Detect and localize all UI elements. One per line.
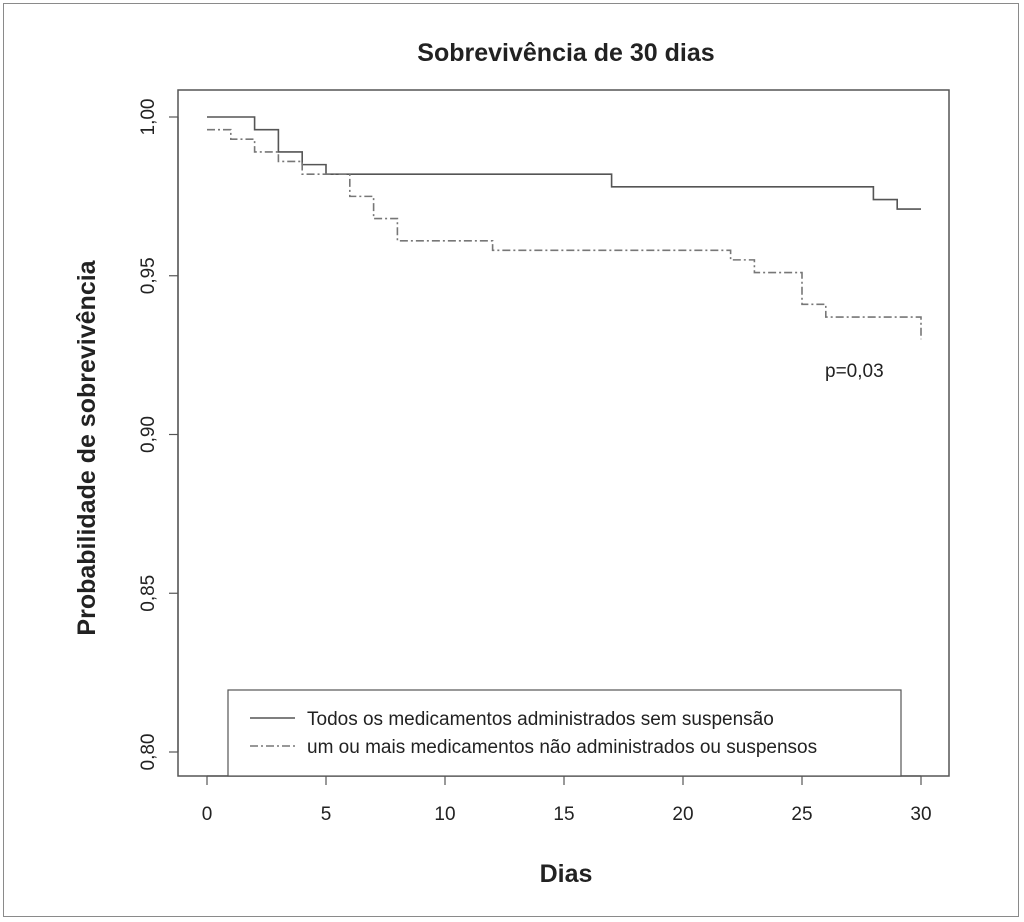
x-axis-title: Dias xyxy=(540,860,593,888)
p-value-annotation: p=0,03 xyxy=(825,361,884,382)
survival-curve-series-1 xyxy=(207,116,921,210)
y-tick-label: 1,00 xyxy=(138,99,159,136)
x-tick-label: 10 xyxy=(434,804,455,825)
x-tick-label: 0 xyxy=(202,804,213,825)
x-tick-label: 30 xyxy=(910,804,931,825)
chart-title: Sobrevivência de 30 dias xyxy=(417,39,714,67)
y-tick-label: 0,85 xyxy=(138,575,159,612)
series-layer xyxy=(207,116,922,340)
y-tick-label: 0,80 xyxy=(138,734,159,771)
x-tick-label: 20 xyxy=(672,804,693,825)
figure-frame xyxy=(3,3,1019,917)
legend-label-series-2: um ou mais medicamentos não administrado… xyxy=(307,737,817,758)
plot-area xyxy=(177,89,950,777)
survival-curve-series-2 xyxy=(207,128,922,340)
y-axis: 0,80 0,85 0,90 0,95 1,00 xyxy=(138,99,179,771)
y-axis-title: Probabilidade de sobrevivência xyxy=(73,259,101,635)
x-axis: 0 5 10 15 20 25 30 xyxy=(202,775,932,825)
x-tick-label: 25 xyxy=(791,804,812,825)
legend-box xyxy=(227,689,902,777)
y-tick-label: 0,90 xyxy=(138,416,159,453)
y-tick-label: 0,95 xyxy=(138,257,159,294)
legend: Todos os medicamentos administrados sem … xyxy=(227,689,902,777)
legend-label-series-1: Todos os medicamentos administrados sem … xyxy=(307,709,774,730)
x-tick-label: 5 xyxy=(321,804,332,825)
x-tick-label: 15 xyxy=(553,804,574,825)
